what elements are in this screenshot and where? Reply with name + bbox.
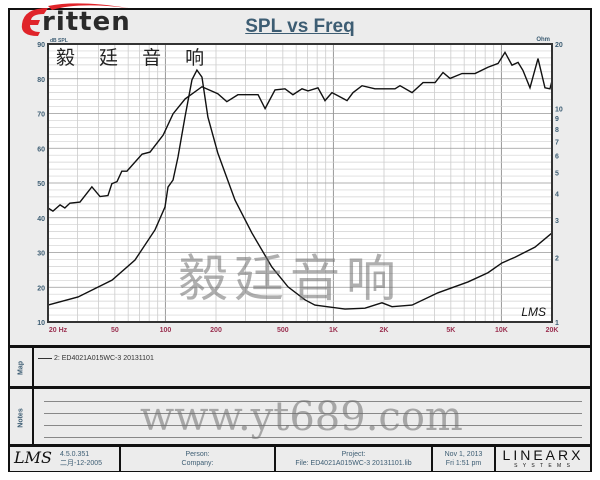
y-right-axis-label: Ohm (536, 37, 550, 43)
linearx-sub: S Y S T E M S (514, 463, 572, 469)
legend-entry: 2: ED4021A015WC-3 20131101 (38, 355, 154, 362)
spl-curve (47, 50, 553, 213)
y-left-tick-label: 30 (37, 251, 45, 258)
y-right-tick-label: 1 (555, 320, 559, 327)
y-right-tick-label: 4 (555, 191, 559, 198)
logo-chinese-text: 毅 廷 音 响 (56, 47, 214, 69)
x-tick-label: 20 Hz (49, 327, 68, 334)
version-date: 二月-12-2005 (60, 460, 103, 467)
lms-logo: LMS (14, 448, 52, 467)
legend-line-icon (38, 357, 52, 359)
x-tick-label: 200 (210, 327, 222, 334)
x-tick-label: 1K (329, 327, 338, 334)
footer: LMS 4.5.0.351 二月-12-2005 Person: Company… (10, 444, 590, 471)
chart-title: SPL vs Freq (245, 16, 355, 37)
version: 4.5.0.351 (60, 451, 90, 458)
y-right-tick-label: 8 (555, 127, 559, 134)
company-label: Company: (181, 460, 214, 467)
x-tick-label: 5K (446, 327, 455, 334)
y-right-tick-label: 9 (555, 116, 559, 123)
y-right-tick-label: 7 (555, 139, 559, 146)
y-left-tick-label: 40 (37, 216, 45, 223)
y-left-tick-label: 50 (37, 181, 45, 188)
y-right-tick-label: 2 (555, 256, 559, 263)
file-name: File: ED4021A015WC-3 20131101.lib (295, 460, 412, 467)
map-label: Map (17, 360, 25, 375)
logo-text: ritten (42, 7, 131, 37)
time: Fri 1:51 pm (445, 460, 482, 467)
x-tick-label: 2K (380, 327, 389, 334)
logo-swoosh-icon (21, 3, 128, 36)
x-tick-label: 10K (495, 327, 508, 334)
y-left-tick-label: 20 (37, 285, 45, 292)
person-label: Person: (185, 451, 210, 458)
y-right-tick-label: 6 (555, 154, 559, 161)
y-left-tick-label: 60 (37, 146, 45, 153)
y-left-axis-label: dB SPL (50, 38, 68, 44)
linearx-logo: LINEARX (502, 447, 584, 463)
map-panel: Map 2: ED4021A015WC-3 20131101 (10, 345, 590, 387)
notes-panel: Notes (10, 386, 590, 447)
watermark-url: www.yt689.com (140, 394, 463, 440)
y-right-tick-label: 20 (555, 42, 563, 49)
project-label: Project: (341, 451, 366, 458)
spl-chart: 20 Hz 50 100 200 500 1K 2K 5K 10K 20K 10 20 30 40 50 60… (37, 37, 563, 334)
y-left-tick-label: 70 (37, 112, 45, 119)
y-right-tick-label: 3 (555, 218, 559, 225)
y-right-tick-label: 5 (555, 171, 559, 178)
x-tick-label: 100 (160, 327, 172, 334)
notes-label: Notes (17, 408, 25, 428)
plot-border (47, 43, 553, 323)
impedance-curve (47, 68, 553, 310)
axes: 20 Hz 50 100 200 500 1K 2K 5K 10K 20K 10 20 30 40 50 60… (37, 37, 563, 334)
lms-plot-watermark: LMS (521, 305, 546, 319)
date: Nov 1, 2013 (444, 451, 483, 458)
watermark-cn: 毅廷音响 (178, 250, 402, 308)
curves (47, 50, 553, 310)
x-tick-label: 20K (546, 327, 559, 334)
y-right-tick-label: 10 (555, 106, 563, 113)
y-left-tick-label: 80 (37, 77, 45, 84)
y-left-tick-label: 90 (37, 42, 45, 49)
y-left-tick-label: 10 (37, 320, 45, 327)
legend-entry-label: 2: ED4021A015WC-3 20131101 (53, 355, 154, 362)
brand-logo: ritten (18, 2, 148, 43)
x-tick-label: 500 (277, 327, 289, 334)
x-tick-label: 50 (111, 327, 119, 334)
